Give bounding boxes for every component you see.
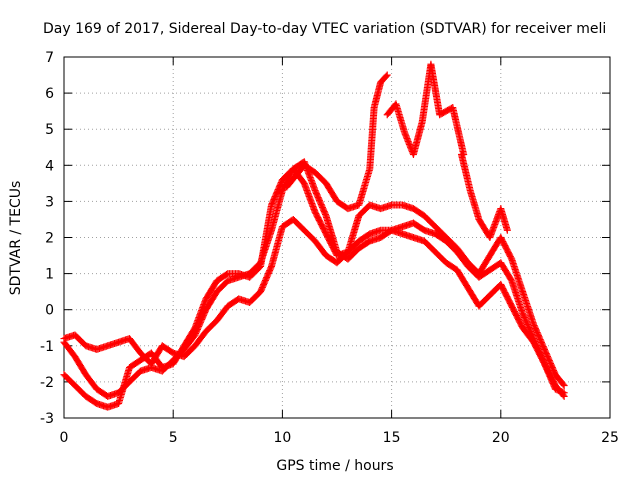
y-axis-label: SDTVAR / TECUs	[8, 181, 24, 296]
data-point-marker	[503, 226, 511, 234]
grid	[64, 57, 610, 418]
data-point-marker	[383, 71, 391, 79]
x-tick-label: 20	[492, 430, 510, 446]
y-tick-label: 4	[45, 158, 54, 174]
y-tick-label: -1	[40, 339, 54, 355]
tick-labels: 0 5 10 15 20 25 -3 -2 -1 0 1 2 3 4 5 6 7	[40, 50, 619, 446]
y-tick-label: -2	[40, 375, 54, 391]
y-tick-label: 3	[45, 194, 54, 210]
x-tick-label: 10	[273, 430, 291, 446]
y-tick-label: 0	[45, 303, 54, 319]
data-point-marker	[559, 388, 567, 396]
x-tick-label: 5	[169, 430, 178, 446]
y-tick-label: 7	[45, 50, 54, 66]
data-point-marker	[560, 389, 568, 397]
data-point-marker	[559, 380, 567, 388]
y-tick-label: -3	[40, 411, 54, 427]
y-tick-label: 5	[45, 122, 54, 138]
y-tick-label: 2	[45, 231, 54, 247]
data-point-marker	[560, 382, 568, 390]
x-tick-label: 25	[601, 430, 619, 446]
data-points	[60, 60, 568, 411]
chart-title: Day 169 of 2017, Sidereal Day-to-day VTE…	[43, 21, 606, 37]
x-tick-label: 15	[383, 430, 401, 446]
x-axis-label: GPS time / hours	[276, 458, 393, 474]
y-tick-label: 6	[45, 86, 54, 102]
y-tick-label: 1	[45, 267, 54, 283]
x-tick-label: 0	[60, 430, 69, 446]
data-point-marker	[382, 72, 390, 80]
